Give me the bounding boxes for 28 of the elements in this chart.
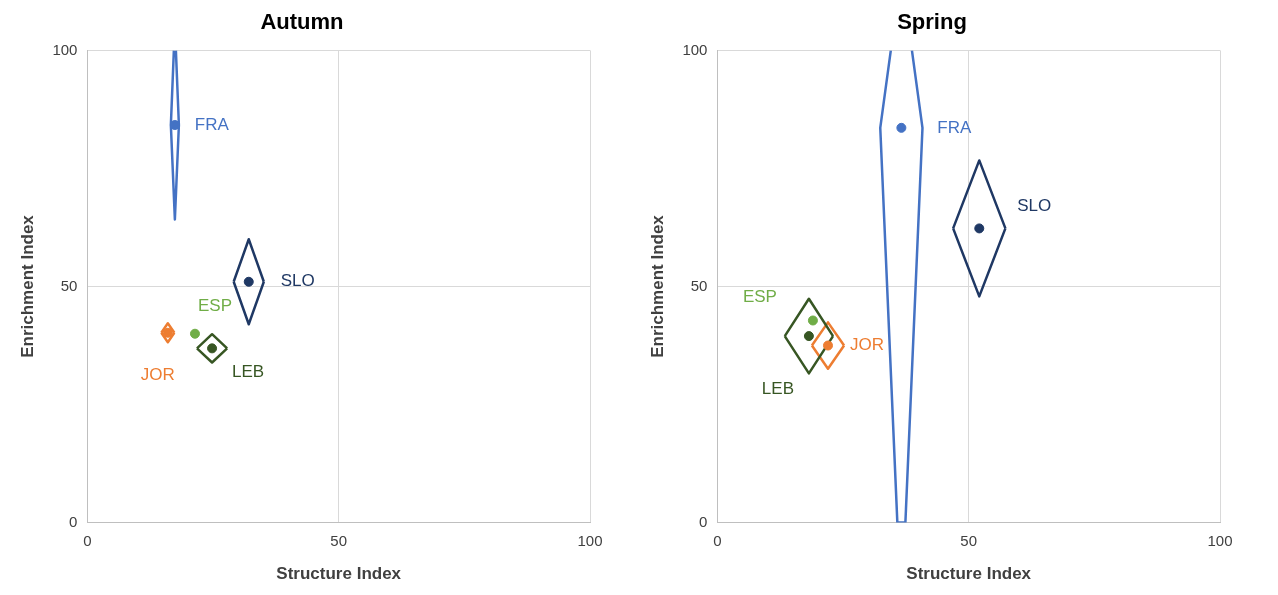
series-label: FRA bbox=[937, 117, 973, 137]
y-tick-label: 100 bbox=[682, 40, 708, 58]
series-label: FRA bbox=[194, 114, 230, 134]
x-tick-label: 0 bbox=[713, 531, 722, 549]
x-tick-label: 0 bbox=[83, 531, 92, 549]
y-axis-title: Enrichment Index bbox=[647, 214, 667, 358]
y-axis-title: Enrichment Index bbox=[17, 214, 37, 358]
series-label: SLO bbox=[280, 271, 315, 291]
chart-title: Autumn bbox=[260, 9, 344, 35]
y-tick-label: 100 bbox=[52, 40, 78, 58]
series-label: ESP bbox=[197, 296, 232, 316]
y-tick-label: 0 bbox=[699, 512, 708, 530]
x-tick-label: 50 bbox=[330, 531, 348, 549]
series-label: JOR bbox=[849, 335, 884, 355]
y-tick-label: 50 bbox=[690, 276, 708, 294]
chart-title: Spring bbox=[897, 9, 967, 35]
series-label: LEB bbox=[232, 362, 265, 382]
x-tick-label: 50 bbox=[960, 531, 978, 549]
text: ESP bbox=[742, 287, 777, 307]
series-label: JOR bbox=[140, 365, 175, 385]
x-tick-label: 100 bbox=[577, 531, 603, 549]
x-tick-label: 100 bbox=[1207, 531, 1233, 549]
y-tick-label: 0 bbox=[69, 512, 78, 530]
text: SLO bbox=[1017, 196, 1052, 216]
x-axis-title: Structure Index bbox=[276, 564, 402, 584]
text: LEB bbox=[761, 378, 794, 398]
y-tick-label: 50 bbox=[60, 276, 78, 294]
x-axis-title: Structure Index bbox=[906, 564, 1032, 584]
